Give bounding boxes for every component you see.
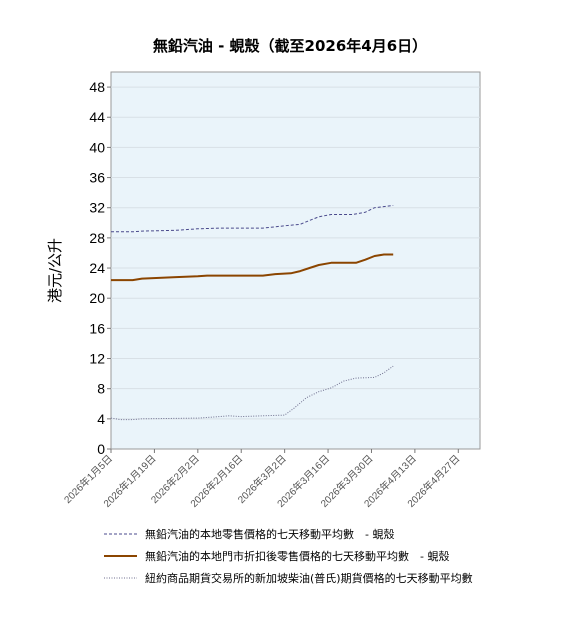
legend-label-2: 無鉛汽油的本地門市折扣後零售價格的七天移動平均數 - 蜆殼 [145, 549, 449, 563]
y-tick-label: 4 [97, 411, 105, 427]
y-tick-label: 48 [89, 79, 105, 95]
series-line-1 [111, 205, 394, 233]
y-tick-label: 0 [97, 441, 105, 457]
legend-label-3: 紐約商品期貨交易所的新加坡柴油(普氏)期貨價格的七天移動平均數 [145, 571, 473, 585]
y-tick-label: 36 [89, 170, 105, 186]
grid-lines [111, 86, 480, 420]
y-tick-label: 32 [89, 200, 105, 216]
y-tick-label: 40 [89, 139, 105, 155]
series-line-3 [110, 365, 394, 421]
plot-area [110, 71, 481, 450]
chart-title: 無鉛汽油 - 蜆殼（截至2026年4月6日） [153, 37, 427, 55]
x-axis-ticks: 2026年1月5日2026年1月19日2026年2月2日2026年2月16日20… [61, 449, 462, 510]
series-line-2 [111, 253, 394, 282]
legend-label-1: 無鉛汽油的本地零售價格的七天移動平均數 - 蜆殼 [145, 527, 394, 541]
series-lines [110, 205, 394, 421]
y-tick-label: 12 [89, 351, 105, 367]
y-tick-label: 16 [89, 320, 105, 336]
legend: 無鉛汽油的本地零售價格的七天移動平均數 - 蜆殼無鉛汽油的本地門市折扣後零售價格… [104, 527, 473, 585]
y-tick-label: 20 [89, 290, 105, 306]
y-tick-label: 28 [89, 230, 105, 246]
y-axis-label: 港元/公升 [46, 238, 64, 303]
y-tick-label: 24 [89, 260, 105, 276]
y-tick-label: 44 [89, 109, 105, 125]
y-tick-label: 8 [97, 381, 105, 397]
